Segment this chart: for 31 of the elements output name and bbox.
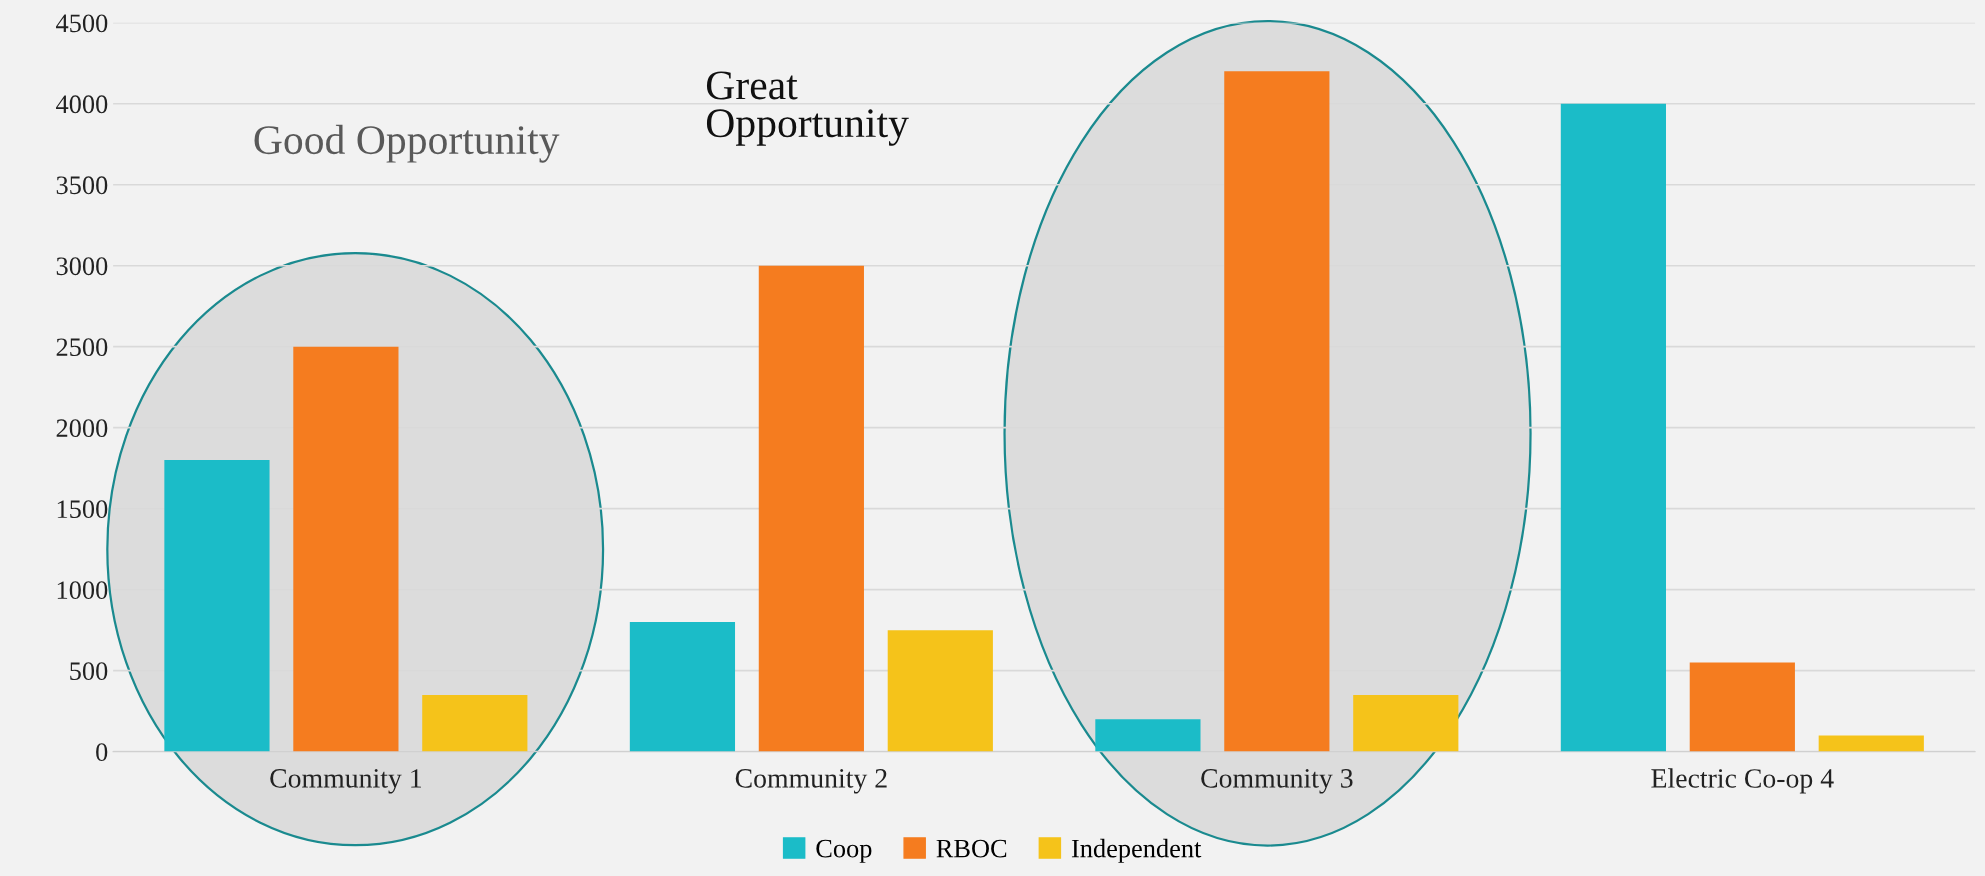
legend-label: Independent [1071,838,1202,863]
bar [758,265,864,752]
y-tick-label: 0 [96,743,108,762]
y-tick-label: 4500 [56,14,108,33]
bar [1689,662,1795,752]
bar [1818,735,1924,752]
bar [1095,719,1201,752]
x-tick-label: Community 1 [270,769,421,794]
x-tick-label: Electric Co-op 4 [1651,768,1834,794]
bar [1560,103,1666,752]
legend-label: RBOC [936,839,1007,858]
y-tick-label: 1000 [57,581,108,600]
annotation: Great Opportunity [706,71,909,146]
bar [293,346,399,752]
y-tick-label: 1500 [57,500,108,519]
y-tick-label: 3500 [56,176,108,195]
annotation: Good Opportunity [254,124,560,163]
bar [629,622,736,752]
legend-label: Coop [816,839,872,863]
x-tick-label: Community 3 [1201,769,1353,794]
bar [164,460,270,752]
y-tick-label: 2500 [56,338,108,357]
y-tick-label: 3000 [56,257,108,276]
bar [422,694,528,752]
bar [1224,71,1330,752]
y-tick-label: 2000 [56,419,108,438]
bar [887,630,993,752]
bar [1353,694,1459,752]
y-tick-label: 4000 [56,95,108,114]
x-tick-label: Community 2 [735,769,887,794]
y-tick-label: 500 [70,662,108,681]
